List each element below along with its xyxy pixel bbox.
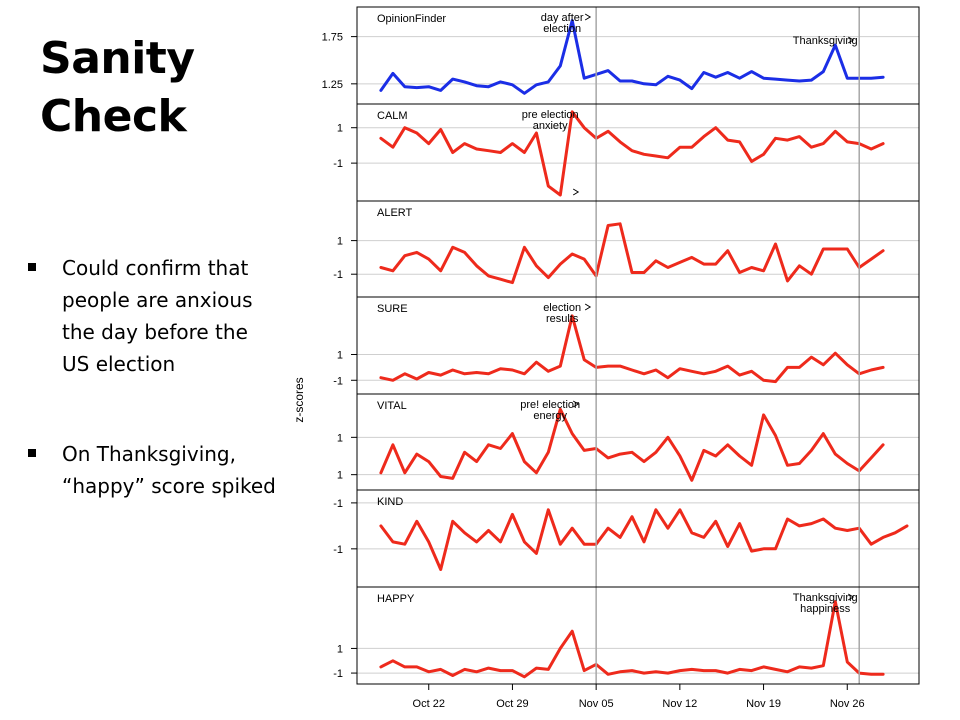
series-line [379, 314, 885, 384]
annotation-text: pre! election [520, 399, 580, 411]
series-line [379, 19, 885, 95]
y-tick-label: -1 [333, 544, 343, 556]
series-line [379, 407, 885, 482]
bullet-square-icon [28, 449, 36, 457]
annotation-arrowhead [572, 400, 580, 408]
x-tick-label: Nov 05 [579, 698, 614, 710]
annotation-text: Thanksgiving [793, 35, 858, 47]
annotation-arrowhead [584, 13, 592, 21]
bullet-item: On Thanksgiving, “happy” score spiked [26, 438, 316, 502]
annotation-arrowhead [847, 593, 855, 601]
annotation-text: pre election [522, 109, 579, 121]
plot-frame [356, 6, 920, 685]
slide-title-line-2: Check [40, 91, 187, 142]
x-tick-label: Nov 19 [746, 698, 781, 710]
bullet-square-icon [28, 263, 36, 271]
annotation-text: happiness [800, 603, 851, 615]
bullet-line: On Thanksgiving, [62, 442, 236, 466]
y-axis-label: z-scores [292, 377, 306, 422]
bullet-line: US election [62, 352, 176, 376]
y-tick-label: 1 [337, 432, 343, 444]
panel-label: HAPPY [377, 593, 415, 605]
y-tick-label: -1 [333, 269, 343, 281]
panel-label: SURE [377, 303, 408, 315]
bullet-list: Could confirm that people are anxious th… [26, 252, 316, 502]
y-tick-label: -1 [333, 668, 343, 680]
y-tick-label: 1 [337, 350, 343, 362]
annotation-text: Thanksgiving [793, 592, 858, 604]
annotation-arrowhead [847, 36, 855, 44]
series-line [379, 110, 885, 197]
y-tick-label: -1 [333, 498, 343, 510]
panel-label: ALERT [377, 207, 413, 219]
y-tick-label: 1.75 [322, 32, 343, 44]
panel-label: OpinionFinder [377, 13, 446, 25]
annotation-text: day after [541, 12, 584, 24]
bullet-line: Could confirm that [62, 256, 249, 280]
annotation-arrowhead [572, 188, 580, 196]
bullet-line: the day before the [62, 320, 248, 344]
y-tick-label: 1 [337, 123, 343, 135]
panel-label: KIND [377, 496, 403, 508]
y-tick-label: -1 [333, 158, 343, 170]
annotation-text: energy [533, 410, 567, 422]
x-tick-label: Oct 22 [413, 698, 445, 710]
panel-label: VITAL [377, 400, 407, 412]
slide-title-line-1: Sanity [40, 33, 195, 84]
slide-title: Sanity Check [40, 30, 260, 146]
annotation-text: election [543, 302, 581, 314]
annotation-arrowhead [584, 303, 592, 311]
x-tick-label: Nov 26 [830, 698, 865, 710]
annotation-text: election [543, 23, 581, 35]
series-line [379, 222, 885, 285]
y-tick-label: -1 [333, 375, 343, 387]
panel-label: CALM [377, 110, 408, 122]
x-tick-label: Nov 12 [662, 698, 697, 710]
x-tick-label: Oct 29 [496, 698, 528, 710]
y-tick-label: 1 [337, 643, 343, 655]
series-line [379, 508, 909, 571]
bullet-line: people are anxious [62, 288, 253, 312]
annotation-text: anxiety [533, 120, 568, 132]
bullet-item: Could confirm that people are anxious th… [26, 252, 316, 380]
y-tick-label: 1 [337, 470, 343, 482]
y-tick-label: 1.25 [322, 79, 343, 91]
series-line [379, 600, 885, 679]
annotation-text: results [546, 313, 579, 325]
bullet-line: “happy” score spiked [62, 474, 276, 498]
y-tick-label: 1 [337, 236, 343, 248]
